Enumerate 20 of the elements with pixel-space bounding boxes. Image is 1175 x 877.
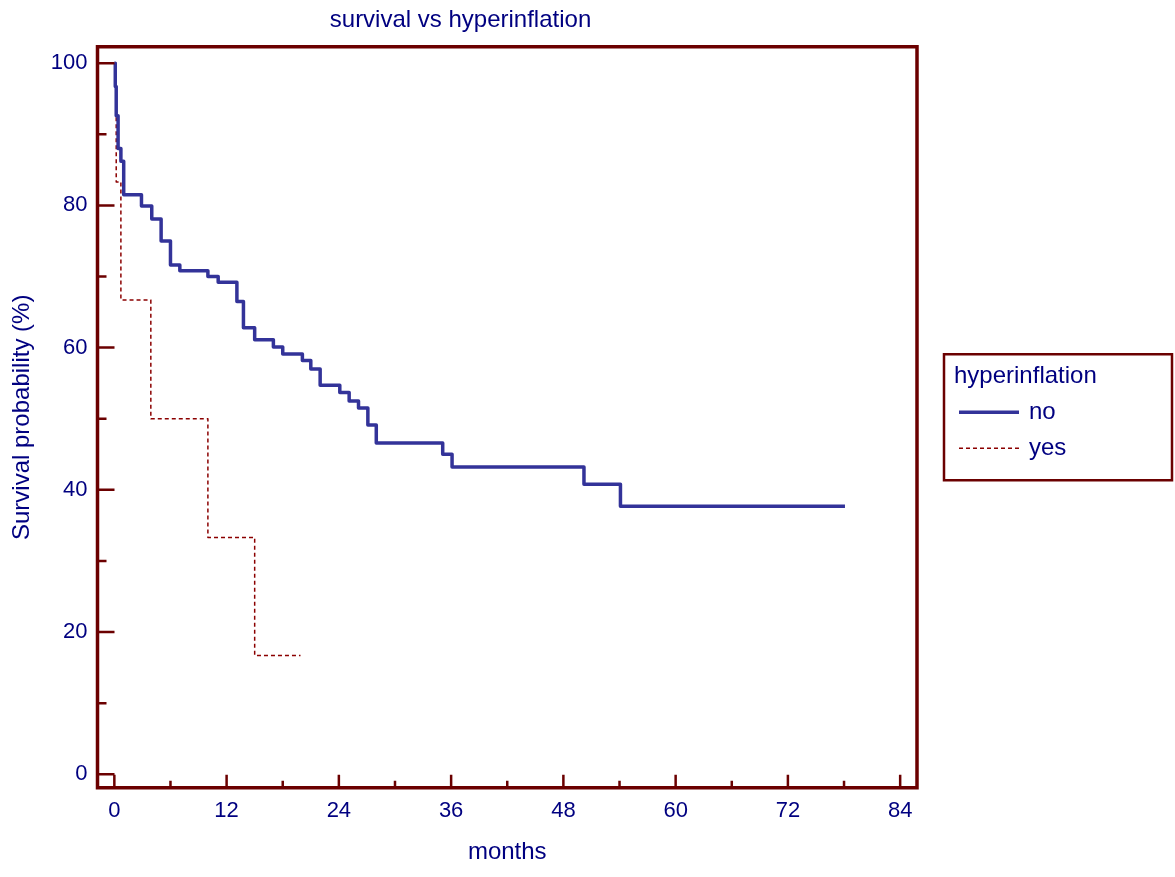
y-axis-title: Survival probability (%) (7, 294, 35, 541)
x-tick-label: 48 (551, 797, 576, 823)
legend-label: no (1029, 396, 1056, 424)
x-axis-title: months (467, 837, 547, 865)
y-tick-label: 80 (63, 191, 88, 217)
legend-label: yes (1029, 432, 1067, 460)
x-tick-label: 60 (663, 797, 688, 823)
y-tick-label: 40 (63, 475, 88, 501)
x-tick-label: 72 (775, 797, 801, 823)
y-tick-label: 20 (63, 618, 88, 644)
y-tick-label: 100 (50, 49, 88, 75)
y-tick-label: 60 (63, 333, 88, 359)
y-tick-label: 0 (75, 760, 88, 786)
x-tick-label: 36 (438, 797, 464, 823)
x-tick-label: 0 (108, 797, 121, 823)
x-tick-label: 84 (887, 797, 913, 823)
x-tick-label: 12 (214, 797, 239, 823)
legend-title: hyperinflation (954, 360, 1097, 388)
chart-title: survival vs hyperinflation (329, 5, 592, 33)
x-tick-label: 24 (326, 797, 352, 823)
